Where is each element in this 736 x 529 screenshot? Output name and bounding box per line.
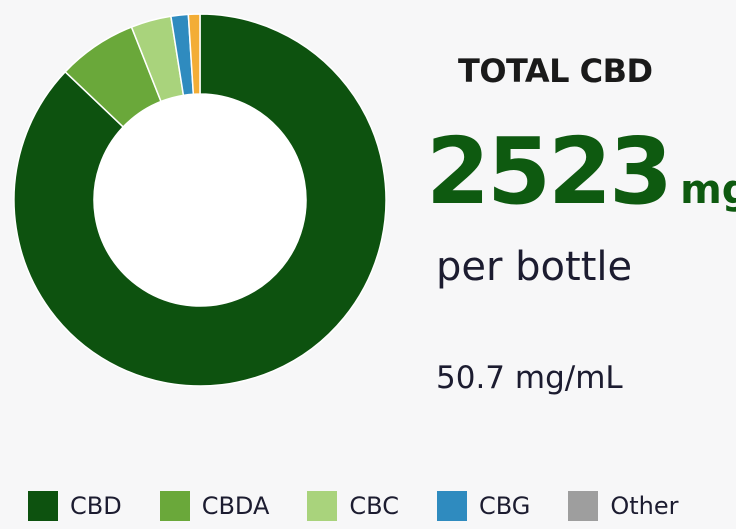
donut-slices [13, 13, 387, 387]
legend-label: Other [610, 492, 679, 520]
legend-label: CBDA [201, 492, 270, 520]
total-cbd-title: TOTAL CBD [458, 52, 653, 90]
legend-item-cbda: CBDA [159, 491, 270, 521]
legend-item-cbg: CBG [436, 491, 531, 521]
legend-swatch [436, 491, 467, 521]
concentration-value: 50.7 mg/mL [436, 360, 623, 396]
legend-label: CBD [70, 492, 122, 520]
total-cbd-number: 2523 [426, 118, 673, 225]
legend-swatch [159, 491, 190, 521]
total-cbd-unit: mg [680, 167, 736, 213]
legend-item-other: Other [568, 491, 679, 521]
legend-item-cbc: CBC [307, 491, 399, 521]
per-bottle-label: per bottle [436, 244, 633, 290]
total-cbd-value: 2523mg [426, 126, 736, 218]
cannabinoid-donut-chart [13, 13, 387, 387]
legend-swatch [307, 491, 338, 521]
legend-swatch [568, 491, 599, 521]
legend-swatch [28, 491, 58, 521]
chart-legend: CBD CBDA CBC CBG Other [28, 488, 736, 524]
legend-label: CBG [478, 492, 531, 520]
donut-hole [94, 94, 306, 306]
legend-label: CBC [349, 492, 399, 520]
legend-item-cbd: CBD [28, 491, 122, 521]
